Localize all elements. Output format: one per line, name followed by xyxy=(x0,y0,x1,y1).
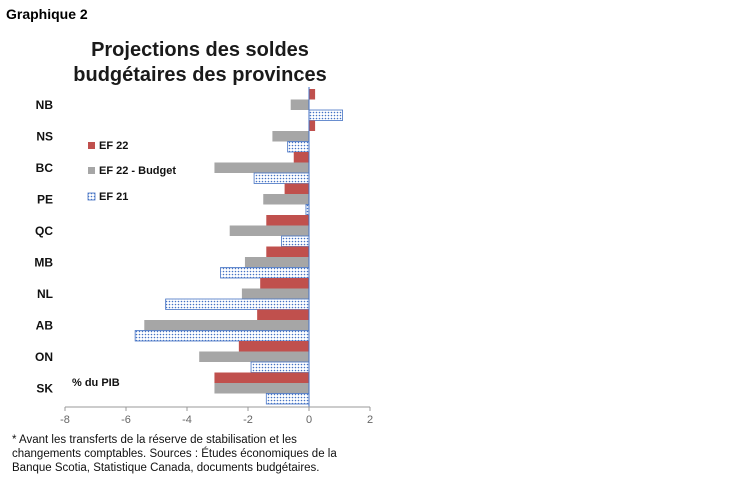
ef21-bar xyxy=(281,235,310,247)
ef22-bar xyxy=(284,183,309,194)
legend-label: EF 22 - Budget xyxy=(99,165,176,177)
ef22-bar xyxy=(257,309,309,320)
ef22-bar xyxy=(238,341,309,352)
category-label: MB xyxy=(34,255,53,269)
ef21-bar xyxy=(287,141,310,153)
x-tick-label: -4 xyxy=(182,414,192,426)
ef21-bar xyxy=(308,109,343,121)
ef21-bar xyxy=(253,172,310,184)
legend-label: EF 22 xyxy=(99,140,128,152)
chart-title: Projections des soldes budgétaires des p… xyxy=(73,39,327,86)
graph-label: Graphique 2 xyxy=(6,6,88,22)
footnote: * Avant les transferts de la réserve de … xyxy=(12,434,337,474)
category-label: SK xyxy=(36,381,53,395)
ef21-bar xyxy=(134,330,310,342)
category-label: QC xyxy=(35,224,53,238)
x-axis: -8 -6 -4 -2 0 2 xyxy=(60,406,373,426)
x-tick-label: 2 xyxy=(367,414,373,426)
ef22-budget-bar xyxy=(199,351,309,362)
ef22-budget-bar xyxy=(272,131,309,142)
ef21-bar xyxy=(220,267,310,279)
bars-layer xyxy=(134,87,343,407)
ef22-bar xyxy=(309,120,316,131)
category-label: NL xyxy=(37,287,53,301)
ef22-budget-bar xyxy=(263,194,309,205)
ef22-budget-bar xyxy=(229,225,309,236)
x-tick-label: -8 xyxy=(60,414,70,426)
ef22-budget-bar xyxy=(290,99,309,110)
legend-label: EF 21 xyxy=(99,191,128,203)
ef21-bar xyxy=(165,298,310,310)
ef22-budget-bar xyxy=(244,257,309,268)
ef22-bar xyxy=(309,89,316,100)
unit-label: % du PIB xyxy=(72,377,120,389)
legend-swatch xyxy=(87,192,96,201)
ef22-bar xyxy=(266,215,309,226)
x-tick-label: -2 xyxy=(243,414,253,426)
legend-swatch xyxy=(88,167,95,174)
legend-swatch xyxy=(88,142,95,149)
category-label: PE xyxy=(37,192,53,206)
ef22-bar xyxy=(293,152,309,163)
ef22-budget-bar xyxy=(144,320,309,331)
legend: EF 22 EF 22 - Budget EF 21 xyxy=(87,140,176,203)
ef22-bar xyxy=(266,246,309,257)
ef22-bar xyxy=(260,278,309,289)
x-tick-label: -6 xyxy=(121,414,131,426)
category-label: NB xyxy=(36,98,54,112)
category-label: AB xyxy=(36,318,54,332)
ef22-budget-bar xyxy=(214,162,309,173)
category-label: BC xyxy=(36,161,54,175)
ef21-bar xyxy=(265,393,310,405)
ef22-budget-bar xyxy=(241,288,309,299)
category-labels: NB NS BC PE QC MB NL AB ON SK xyxy=(34,98,53,396)
category-label: ON xyxy=(35,350,53,364)
ef22-budget-bar xyxy=(214,383,309,394)
category-label: NS xyxy=(36,129,53,143)
ef21-bar xyxy=(250,361,310,373)
x-tick-label: 0 xyxy=(306,414,312,426)
ef22-bar xyxy=(214,372,309,383)
